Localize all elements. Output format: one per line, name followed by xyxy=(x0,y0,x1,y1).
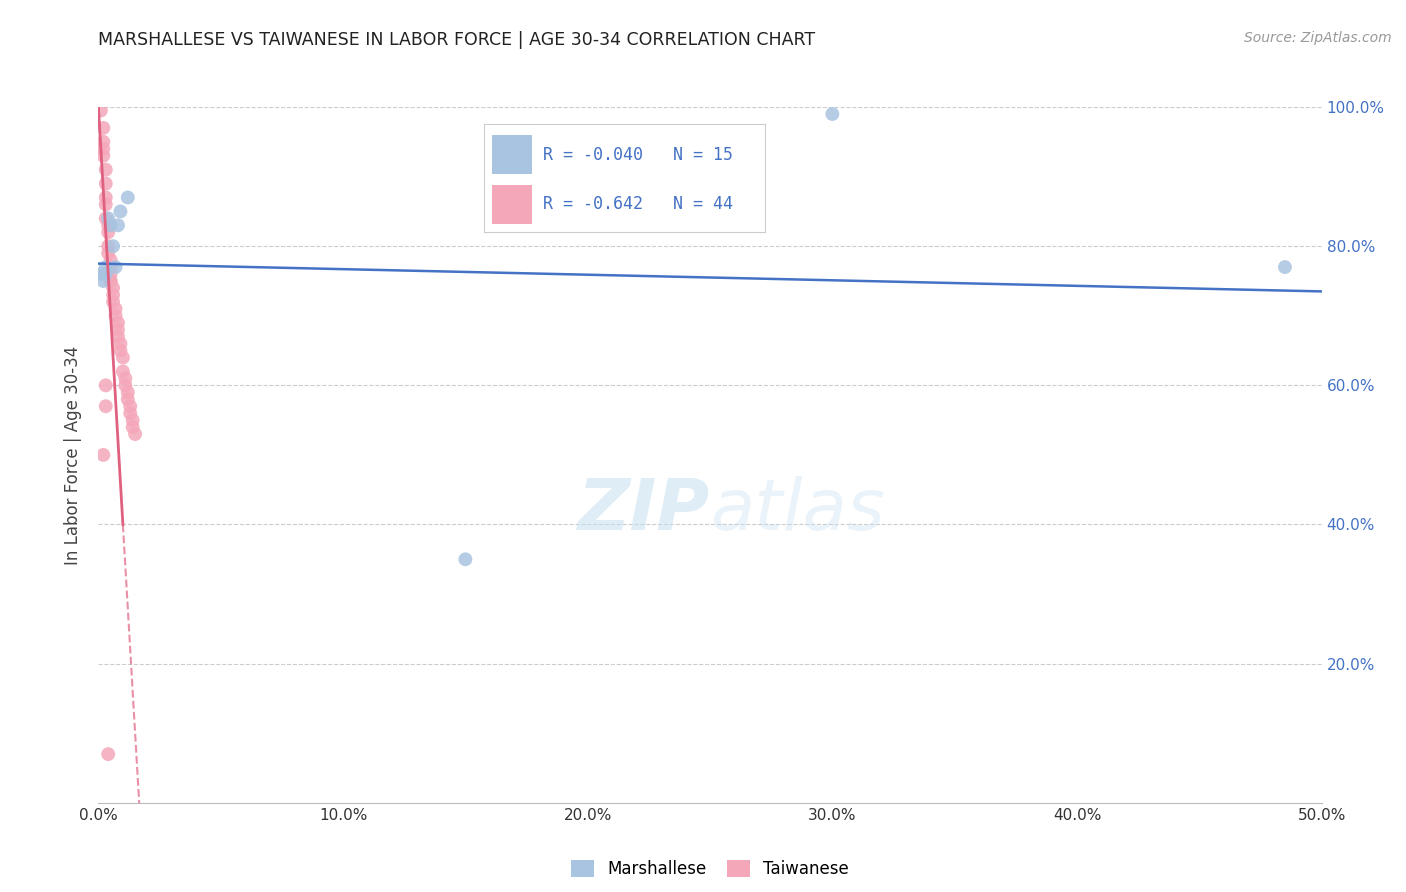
Point xyxy=(821,107,844,121)
Point xyxy=(454,552,477,566)
Point xyxy=(101,294,124,309)
Point xyxy=(101,281,124,295)
Point xyxy=(107,316,129,330)
Point xyxy=(120,406,142,420)
Point xyxy=(104,260,127,274)
Point xyxy=(100,274,122,288)
Point xyxy=(114,371,136,385)
Point xyxy=(94,267,117,281)
Point xyxy=(101,288,124,302)
Point xyxy=(1274,260,1296,274)
Point xyxy=(121,413,143,427)
Point xyxy=(94,399,117,413)
Point xyxy=(91,120,114,135)
Point xyxy=(100,267,122,281)
Text: ZIP: ZIP xyxy=(578,476,710,545)
Text: Source: ZipAtlas.com: Source: ZipAtlas.com xyxy=(1244,31,1392,45)
Point xyxy=(117,392,139,407)
Point xyxy=(104,301,127,316)
Point xyxy=(100,274,122,288)
Y-axis label: In Labor Force | Age 30-34: In Labor Force | Age 30-34 xyxy=(65,345,83,565)
Point xyxy=(97,211,120,226)
Point xyxy=(100,219,122,233)
Point xyxy=(97,246,120,260)
Point xyxy=(94,378,117,392)
Point xyxy=(110,343,132,358)
Point xyxy=(101,239,124,253)
Point xyxy=(94,190,117,204)
Point xyxy=(90,267,112,281)
Point xyxy=(117,385,139,400)
Point xyxy=(94,260,117,274)
Point xyxy=(90,103,112,118)
Point xyxy=(117,190,139,204)
Point xyxy=(94,177,117,191)
Point xyxy=(111,364,134,378)
Legend: Marshallese, Taiwanese: Marshallese, Taiwanese xyxy=(564,854,856,885)
Point xyxy=(94,211,117,226)
Point xyxy=(91,142,114,156)
Text: atlas: atlas xyxy=(710,476,884,545)
Point xyxy=(91,448,114,462)
Point xyxy=(97,225,120,239)
Point xyxy=(94,162,117,177)
Point xyxy=(97,219,120,233)
Point xyxy=(107,219,129,233)
Point xyxy=(91,135,114,149)
Point xyxy=(110,204,132,219)
Point xyxy=(100,260,122,274)
Point xyxy=(91,274,114,288)
Point xyxy=(91,149,114,163)
Point xyxy=(97,747,120,761)
Point xyxy=(97,239,120,253)
Point xyxy=(107,329,129,343)
Point xyxy=(124,427,146,442)
Point xyxy=(110,336,132,351)
Point xyxy=(114,378,136,392)
Point xyxy=(91,267,114,281)
Point xyxy=(120,399,142,413)
Point xyxy=(100,253,122,268)
Point xyxy=(111,351,134,365)
Text: MARSHALLESE VS TAIWANESE IN LABOR FORCE | AGE 30-34 CORRELATION CHART: MARSHALLESE VS TAIWANESE IN LABOR FORCE … xyxy=(98,31,815,49)
Point xyxy=(121,420,143,434)
Point xyxy=(104,309,127,323)
Point xyxy=(107,323,129,337)
Point xyxy=(94,197,117,211)
